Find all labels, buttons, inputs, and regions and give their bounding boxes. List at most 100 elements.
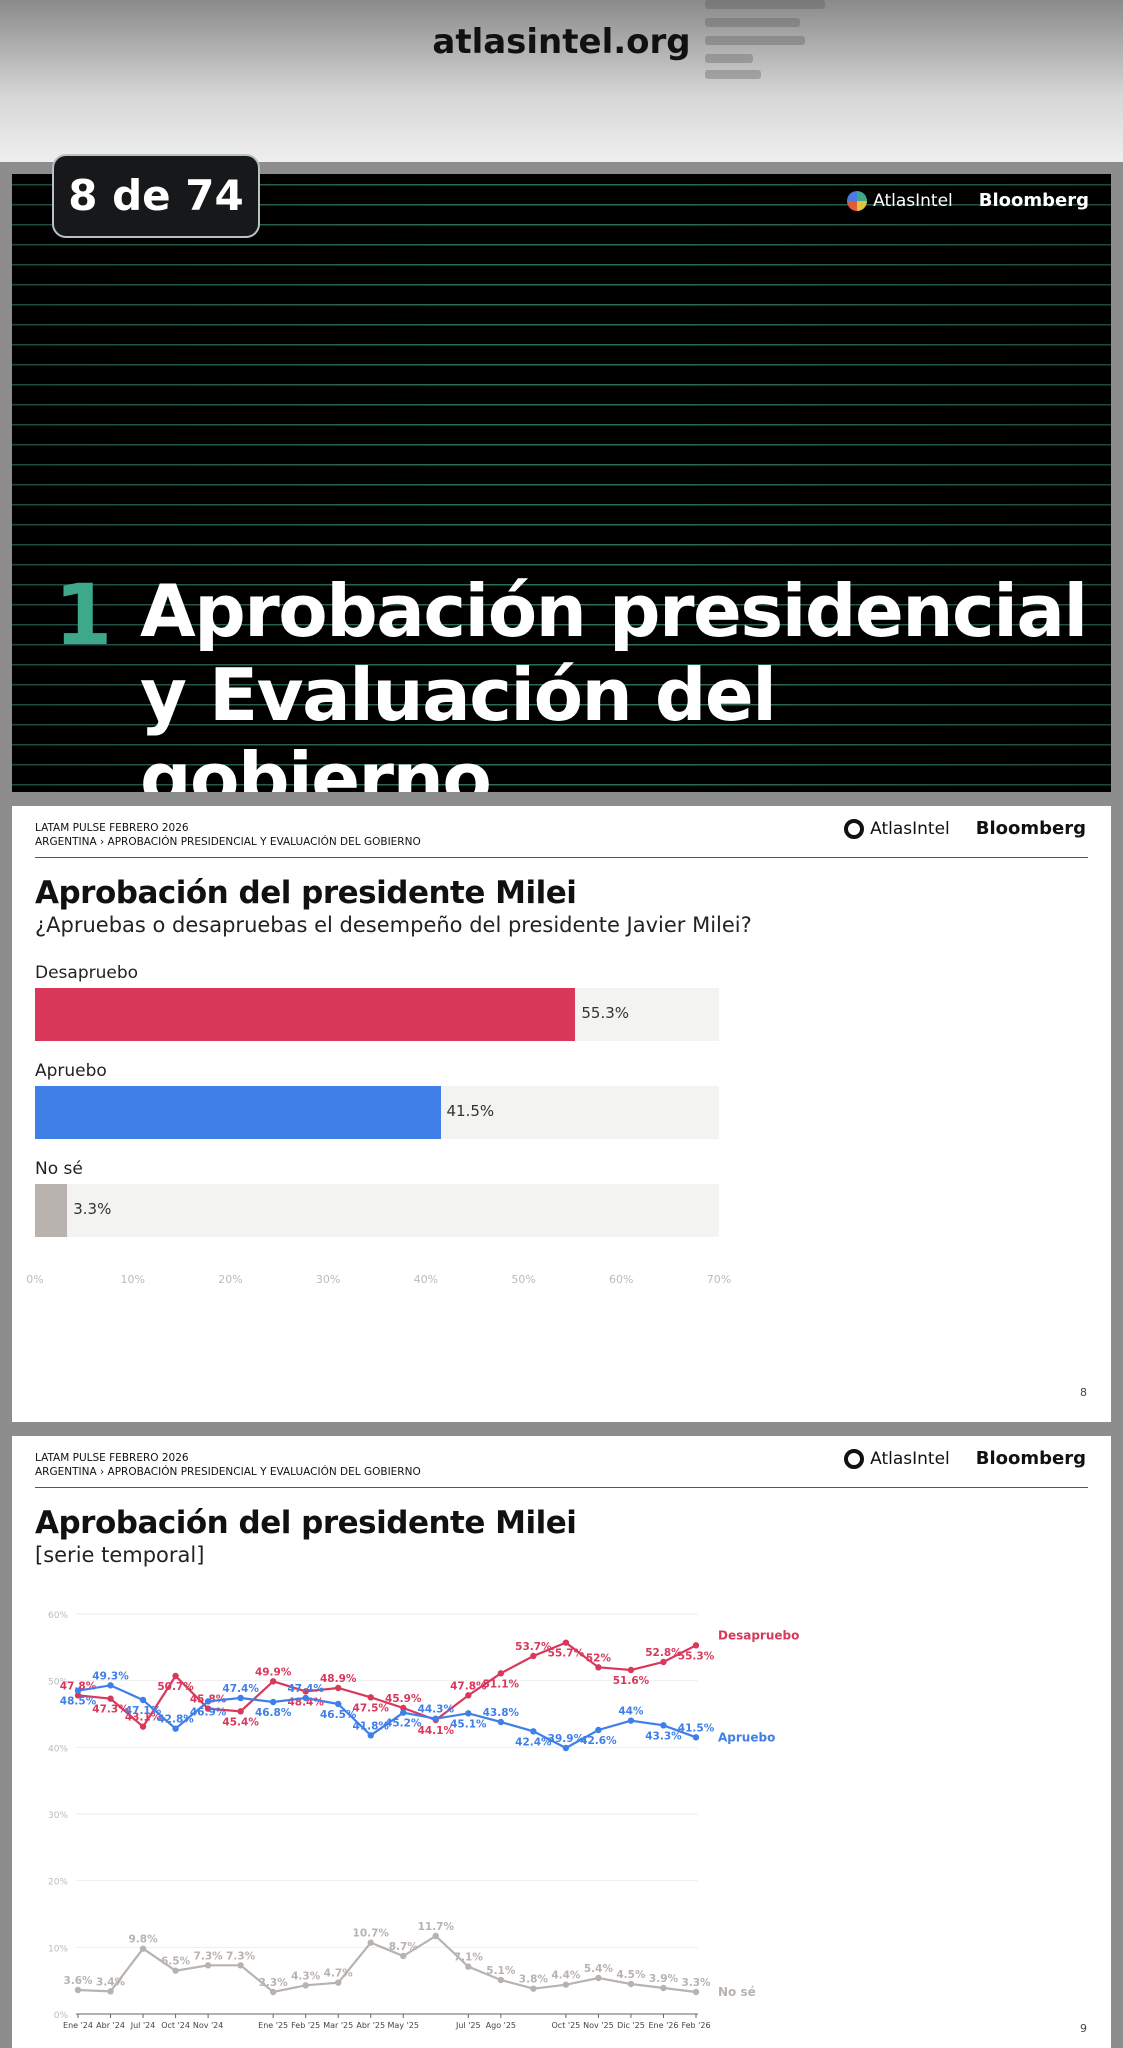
data-label: 45.2%: [385, 1718, 422, 1730]
data-label: 3.8%: [519, 1974, 549, 1986]
x-tick-label: Mar '25: [323, 2021, 353, 2030]
data-label: 4.5%: [616, 1969, 646, 1981]
data-point: [237, 1694, 244, 1702]
approval-timeseries-slide: LATAM PULSE FEBRERO 2026 ARGENTINA › APR…: [12, 1436, 1111, 2048]
x-tick-label: 70%: [706, 1273, 732, 1286]
data-label: 55.3%: [678, 1650, 715, 1662]
data-point: [367, 1732, 374, 1739]
data-label: 44%: [618, 1706, 644, 1718]
series-line: [77, 1684, 697, 1750]
data-point: [400, 1952, 407, 1960]
data-label: 43.1%: [125, 1712, 162, 1724]
y-tick-label: 30%: [48, 1811, 68, 1821]
data-label: 3.4%: [96, 1976, 126, 1988]
data-point: [432, 1715, 439, 1722]
x-tick-label: 60%: [609, 1273, 634, 1286]
data-point: [692, 1988, 700, 1996]
approval-bar-slide: LATAM PULSE FEBRERO 2026 ARGENTINA › APR…: [12, 806, 1111, 1422]
data-label: 43.8%: [483, 1707, 520, 1719]
section-title-line2: y Evaluación del gobierno: [140, 653, 777, 792]
data-point: [627, 1666, 635, 1674]
data-label: 46.9%: [190, 1706, 227, 1718]
series-line: [77, 1641, 697, 1729]
ghost-bar: [705, 0, 825, 9]
atlas-brand: AtlasIntel: [844, 818, 950, 839]
y-tick-label: 50%: [48, 1678, 68, 1688]
data-label: 9.8%: [128, 1934, 158, 1946]
atlas-brand-label: AtlasIntel: [870, 818, 950, 839]
x-tick-label: Abr '24: [96, 2021, 125, 2030]
data-label: 41.5%: [678, 1722, 715, 1734]
data-label: 7.3%: [226, 1950, 256, 1962]
x-tick-label: Ago '25: [486, 2021, 516, 2030]
x-tick-label: Jul '24: [130, 2021, 156, 2030]
data-point: [237, 1708, 244, 1715]
data-label: 8.7%: [389, 1941, 419, 1953]
atlas-logo-icon: [847, 190, 868, 211]
data-label: 11.7%: [418, 1921, 455, 1933]
x-tick-label: Dic '25: [617, 2021, 645, 2030]
data-point: [562, 1744, 570, 1752]
data-point: [432, 1932, 439, 1940]
chart-title: Aprobación del presidente Milei: [35, 1505, 577, 1541]
data-point: [497, 1718, 505, 1726]
line-chart: 0% 10% 20% 30% 40% 50% 60% Ene '24 Abr '24 Jul '2…: [48, 1611, 799, 2030]
data-point: [595, 1664, 602, 1671]
x-tick-label: Nov '24: [193, 2021, 224, 2030]
x-tick-label: Nov '25: [583, 2021, 614, 2030]
data-label: 45.1%: [450, 1718, 487, 1730]
data-label: 52%: [586, 1652, 612, 1664]
bar-category-label: Desapruebo: [35, 963, 139, 983]
site-url[interactable]: atlasintel.org: [432, 22, 691, 62]
x-tick-label: Ene '25: [258, 2021, 288, 2030]
data-point: [335, 1684, 342, 1692]
x-tick-label: 10%: [120, 1273, 145, 1286]
series-name-label: No sé: [718, 1985, 756, 1999]
data-point: [660, 1658, 667, 1666]
data-point: [530, 1728, 537, 1735]
brand-row: AtlasIntel Bloomberg: [844, 818, 1086, 839]
page-number: 8: [1080, 1386, 1087, 1399]
data-point: [497, 1976, 505, 1984]
data-point: [204, 1705, 212, 1712]
atlas-brand-label: AtlasIntel: [870, 1448, 950, 1469]
bar-category-label: Apruebo: [35, 1061, 107, 1081]
data-label: 6.5%: [161, 1956, 191, 1968]
data-label: 51.6%: [613, 1675, 650, 1687]
y-tick-label: 10%: [48, 1944, 68, 1954]
data-point: [335, 1700, 342, 1708]
site-header: atlasintel.org: [0, 0, 1123, 162]
series-line: [77, 1934, 697, 1994]
data-label: 4.7%: [324, 1968, 354, 1980]
data-point: [660, 1984, 667, 1992]
data-point: [139, 1945, 147, 1952]
bar-value-label: 55.3%: [581, 1004, 630, 1022]
x-tick-label: Ene '24: [63, 2021, 93, 2030]
section-number: 1: [54, 566, 113, 664]
data-point: [692, 1642, 700, 1649]
slide-header: LATAM PULSE FEBRERO 2026 ARGENTINA › APR…: [35, 1451, 421, 1479]
y-tick-label: 0%: [54, 2011, 69, 2021]
data-label: 42.6%: [580, 1735, 617, 1747]
data-point: [595, 1726, 602, 1734]
chart-title: Aprobación del presidente Milei: [35, 875, 577, 911]
data-point: [562, 1981, 570, 1988]
data-point: [530, 1985, 537, 1992]
data-point: [172, 1725, 179, 1732]
data-label: 4.3%: [291, 1970, 321, 1982]
data-label: 4.4%: [551, 1970, 581, 1982]
data-label: 42.4%: [515, 1736, 552, 1748]
data-label: 48.9%: [320, 1673, 357, 1685]
data-label: 41.8%: [353, 1720, 390, 1732]
x-tick-label: 0%: [26, 1273, 44, 1286]
series-name-label: Desapruebo: [718, 1628, 799, 1642]
data-point: [660, 1722, 667, 1729]
data-point: [107, 1682, 114, 1689]
bar: [35, 988, 576, 1041]
data-point: [172, 1967, 179, 1974]
data-label: 45.4%: [222, 1716, 259, 1728]
data-label: 55.7%: [548, 1648, 585, 1660]
data-point: [465, 1710, 472, 1717]
data-point: [139, 1696, 147, 1704]
data-point: [139, 1723, 147, 1730]
